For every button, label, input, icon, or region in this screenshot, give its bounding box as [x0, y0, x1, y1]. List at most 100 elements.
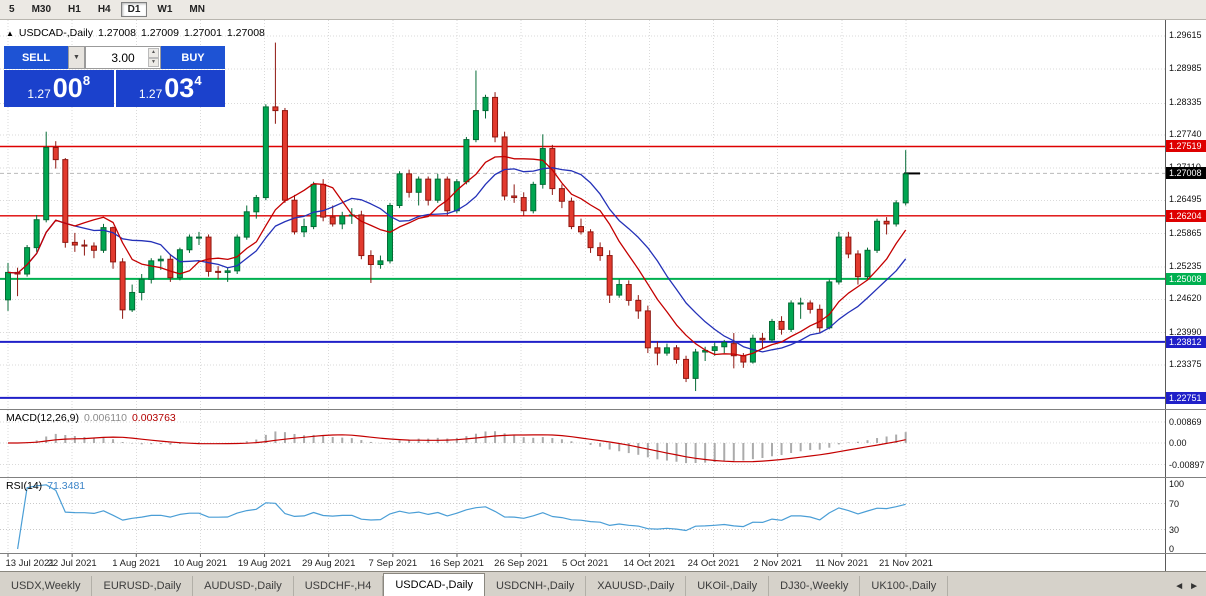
chart-tabs: USDX,Weekly EURUSD-,Daily AUDUSD-,Daily USD… — [0, 572, 949, 596]
price-axis-label: 1.25865 — [1169, 227, 1202, 238]
rsi-axis-label: 30 — [1169, 524, 1180, 535]
macd-name: MACD(12,26,9) — [6, 412, 79, 424]
price-axis-label: 1.27740 — [1169, 128, 1202, 139]
level-price-tag: 1.22751 — [1166, 391, 1206, 404]
svg-text:11 Nov 2021: 11 Nov 2021 — [815, 558, 868, 569]
timeframe-button-D1[interactable]: D1 — [120, 2, 148, 17]
svg-text:5 Oct 2021: 5 Oct 2021 — [562, 558, 608, 569]
price-axis-label: 1.25235 — [1169, 260, 1202, 271]
level-price-tag: 1.25008 — [1166, 272, 1206, 285]
volume-dropdown-icon[interactable]: ▼ — [68, 46, 85, 69]
tab-scroll-left-icon[interactable]: ◄ — [1174, 581, 1185, 592]
buy-price-button[interactable]: 1.27 03 4 — [115, 70, 225, 107]
spinner-down-icon[interactable]: ▼ — [148, 57, 159, 67]
bid-prefix: 1.27 — [27, 86, 51, 101]
timeframe-button-5[interactable]: 5 — [9, 4, 15, 15]
tab-usdcnh-daily[interactable]: USDCNH-,Daily — [485, 576, 587, 596]
svg-text:16 Sep 2021: 16 Sep 2021 — [430, 558, 484, 569]
rsi-axis-label: 100 — [1169, 479, 1185, 489]
macd-panel — [8, 431, 907, 464]
price-scale[interactable]: 1.29615 1.28985 1.28335 1.27740 1.27110 1.264… — [1165, 20, 1206, 571]
tab-audusd-daily[interactable]: AUDUSD-,Daily — [193, 576, 294, 596]
svg-text:13 Jul 2021: 13 Jul 2021 — [5, 558, 54, 569]
macd-axis-label: 0.00 — [1169, 438, 1187, 448]
ask-pipette: 4 — [194, 73, 202, 88]
timeframe-button-W1[interactable]: W1 — [157, 4, 173, 15]
rsi-indicator-label: RSI(14) 71.3481 — [6, 480, 85, 492]
bid-big-digits: 00 — [52, 73, 83, 103]
tab-eurusd-daily[interactable]: EURUSD-,Daily — [92, 576, 194, 596]
svg-text:14 Oct 2021: 14 Oct 2021 — [624, 558, 676, 569]
panel-separator — [0, 477, 1206, 478]
panel-separator — [0, 553, 1206, 554]
price-axis-label: 1.23375 — [1169, 358, 1202, 369]
volume-spinner[interactable]: ▲ ▼ — [148, 48, 159, 67]
svg-text:22 Jul 2021: 22 Jul 2021 — [48, 558, 97, 569]
chart-tabs-bar: USDX,Weekly EURUSD-,Daily AUDUSD-,Daily USD… — [0, 571, 1206, 596]
level-lines-layer — [0, 145, 1165, 399]
macd-signal-value: 0.003763 — [131, 412, 176, 424]
level-price-tag: 1.27519 — [1166, 140, 1206, 153]
grid-layer — [0, 20, 1165, 553]
sell-price-button[interactable]: 1.27 00 8 — [4, 70, 114, 107]
info-close: 1.27008 — [226, 27, 265, 39]
macd-value: 0.006110 — [83, 412, 127, 424]
macd-axis-label: 0.00869 — [1169, 417, 1202, 428]
info-low: 1.27001 — [183, 27, 222, 39]
tab-dj30-weekly[interactable]: DJ30-,Weekly — [769, 576, 861, 596]
one-click-trading-panel: SELL ▼ 3.00 ▲ ▼ BUY 1.27 00 8 1.27 03 4 — [4, 46, 225, 107]
timeframe-button-M30[interactable]: M30 — [31, 4, 52, 15]
collapse-panel-arrow-icon[interactable]: ▲ — [6, 28, 14, 38]
buy-button[interactable]: BUY — [161, 46, 225, 69]
panel-separator — [0, 409, 1206, 410]
moving-averages-layer — [7, 155, 907, 357]
volume-input[interactable]: 3.00 ▲ ▼ — [85, 46, 161, 69]
candles-layer — [5, 42, 909, 392]
tab-usdcad-daily[interactable]: USDCAD-,Daily — [383, 573, 485, 596]
info-symbol: USDCAD-,Daily — [18, 27, 94, 39]
svg-text:19 Aug 2021: 19 Aug 2021 — [238, 558, 291, 569]
tab-usdchf-h4[interactable]: USDCHF-,H4 — [294, 576, 384, 596]
price-axis-label: 1.29615 — [1169, 30, 1202, 40]
rsi-name: RSI(14) — [6, 480, 43, 492]
tab-uk100-daily[interactable]: UK100-,Daily — [860, 576, 949, 596]
tab-scroll-right-icon[interactable]: ► — [1189, 581, 1199, 592]
svg-text:24 Oct 2021: 24 Oct 2021 — [688, 558, 740, 569]
rsi-axis-label: 70 — [1169, 498, 1180, 509]
ask-prefix: 1.27 — [138, 86, 163, 101]
svg-text:2 Nov 2021: 2 Nov 2021 — [753, 558, 802, 569]
svg-text:10 Aug 2021: 10 Aug 2021 — [174, 558, 227, 569]
chart-info-line: ▲ USDCAD-,Daily 1.27008 1.27009 1.27001 … — [6, 27, 265, 39]
info-high: 1.27009 — [140, 27, 179, 39]
rsi-panel — [17, 484, 906, 550]
spinner-up-icon[interactable]: ▲ — [148, 48, 159, 58]
svg-text:29 Aug 2021: 29 Aug 2021 — [302, 558, 355, 569]
price-axis-label: 1.26495 — [1169, 194, 1202, 205]
timeframe-toolbar: 5 M30 H1 H4 D1 W1 MN — [0, 0, 1206, 20]
svg-text:26 Sep 2021: 26 Sep 2021 — [494, 558, 548, 569]
level-price-tag: 1.26204 — [1166, 209, 1206, 222]
svg-text:7 Sep 2021: 7 Sep 2021 — [369, 558, 418, 569]
rsi-value: 71.3481 — [47, 480, 86, 492]
macd-indicator-label: MACD(12,26,9) 0.006110 0.003763 — [6, 412, 176, 424]
timeframe-button-H4[interactable]: H4 — [97, 4, 111, 15]
tab-xauusd-daily[interactable]: XAUUSD-,Daily — [586, 576, 687, 596]
chart-area[interactable]: 13 Jul 2021 22 Jul 2021 1 Aug 2021 10 Aug 2… — [0, 20, 1165, 571]
tab-scroll-arrows: ◄ ► — [1174, 581, 1206, 596]
current-price-tag: 1.27008 — [1166, 167, 1206, 180]
price-axis-label: 1.28985 — [1169, 63, 1202, 74]
timeframe-button-MN[interactable]: MN — [189, 4, 205, 15]
svg-text:1 Aug 2021: 1 Aug 2021 — [112, 558, 160, 569]
sell-button[interactable]: SELL — [4, 46, 68, 69]
price-axis-label: 1.24620 — [1169, 293, 1202, 304]
price-axis-label: 1.28335 — [1169, 97, 1202, 108]
price-axis-label: 1.23990 — [1169, 326, 1202, 337]
tab-usdx-weekly[interactable]: USDX,Weekly — [0, 576, 93, 596]
tab-ukoil-daily[interactable]: UKOil-,Daily — [686, 576, 770, 596]
price-axis-label: 1.27110 — [1169, 162, 1201, 172]
macd-axis-label: -0.00897 — [1169, 459, 1205, 470]
timeframe-button-H1[interactable]: H1 — [68, 4, 81, 15]
